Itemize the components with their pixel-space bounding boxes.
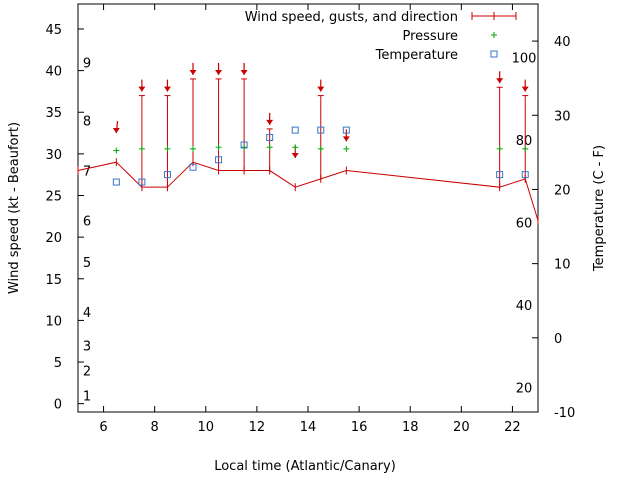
temperature-point bbox=[496, 171, 504, 179]
y2-tick-label: 20 bbox=[554, 183, 571, 198]
temperature-point bbox=[215, 156, 223, 164]
y-tick-label: 45 bbox=[45, 23, 62, 38]
y2-tick-label: 10 bbox=[554, 258, 571, 273]
pressure-point bbox=[190, 145, 196, 152]
temperature-point bbox=[342, 126, 350, 134]
wind-direction-arrowhead bbox=[266, 119, 274, 125]
beaufort-label: 1 bbox=[83, 389, 91, 404]
temperature-point bbox=[317, 126, 325, 134]
fahrenheit-label: 20 bbox=[516, 381, 533, 396]
pressure-point bbox=[138, 145, 145, 152]
y-axis-label: Wind speed (kt - Beaufort) bbox=[7, 122, 22, 294]
x-tick-label: 18 bbox=[402, 420, 419, 435]
x-tick-label: 22 bbox=[504, 420, 521, 435]
y-tick-label: 30 bbox=[45, 148, 62, 163]
series-layer bbox=[77, 62, 539, 225]
legend-swatch-pressure bbox=[491, 32, 497, 38]
legend-swatch-temperature bbox=[490, 50, 498, 58]
temperature-point bbox=[291, 126, 299, 134]
beaufort-label: 9 bbox=[83, 56, 91, 71]
wind-direction-arrowhead bbox=[342, 136, 350, 142]
x-tick-label: 16 bbox=[351, 420, 368, 435]
wind-direction-arrowhead bbox=[317, 86, 325, 92]
x-tick-label: 12 bbox=[249, 420, 266, 435]
pressure-point bbox=[164, 145, 171, 152]
fahrenheit-label: 100 bbox=[512, 52, 537, 67]
y-tick-label: 35 bbox=[45, 106, 62, 121]
pressure-point bbox=[241, 144, 248, 151]
temperature-point bbox=[521, 171, 529, 179]
legend-label-pressure: Pressure bbox=[402, 29, 458, 44]
temperature-point bbox=[266, 134, 274, 142]
fahrenheit-label: 40 bbox=[516, 299, 533, 314]
wind-direction-arrowhead bbox=[240, 69, 248, 75]
beaufort-label: 2 bbox=[83, 364, 91, 379]
legend: Wind speed, gusts, and direction Pressure… bbox=[245, 10, 517, 63]
pressure-point bbox=[343, 145, 350, 152]
wind-direction-arrowhead bbox=[291, 153, 299, 159]
beaufort-label: 4 bbox=[83, 306, 91, 321]
y2-tick-label: 40 bbox=[554, 35, 571, 50]
pressure-point bbox=[317, 145, 324, 152]
pressure-point bbox=[496, 145, 503, 152]
y2-axis-label: Temperature (C - F) bbox=[592, 145, 607, 272]
wind-speed-line bbox=[77, 161, 539, 221]
pressure-point bbox=[522, 145, 529, 152]
x-tick-label: 20 bbox=[453, 420, 470, 435]
beaufort-label: 6 bbox=[83, 214, 91, 229]
wind-direction-arrowhead bbox=[112, 128, 120, 134]
temperature-point bbox=[163, 171, 171, 179]
y-tick-label: 5 bbox=[54, 356, 62, 371]
x-tick-label: 14 bbox=[300, 420, 317, 435]
plot-frame bbox=[77, 3, 539, 413]
y-tick-label: 20 bbox=[45, 231, 62, 246]
temperature-point bbox=[112, 178, 120, 186]
legend-label-wind: Wind speed, gusts, and direction bbox=[245, 10, 458, 25]
y2-tick-label: 30 bbox=[554, 109, 571, 124]
y-tick-label: 25 bbox=[45, 190, 62, 205]
y2-tick-label: -10 bbox=[554, 406, 575, 421]
y-tick-label: 0 bbox=[54, 398, 62, 413]
pressure-point bbox=[292, 144, 299, 151]
y-tick-label: 40 bbox=[45, 65, 62, 80]
x-tick-label: 10 bbox=[198, 420, 215, 435]
wind-direction-arrowhead bbox=[138, 86, 146, 92]
y-tick-label: 15 bbox=[45, 273, 62, 288]
wind-direction-arrowhead bbox=[521, 86, 529, 92]
x-axis-label: Local time (Atlantic/Canary) bbox=[214, 459, 396, 474]
wind-direction-arrowhead bbox=[215, 69, 223, 75]
temperature-point bbox=[189, 163, 197, 171]
axis-ticks: 6 8 10 12 14 16 18 20 22051015202530354045-10010… bbox=[45, 4, 575, 435]
fahrenheit-label: 80 bbox=[516, 134, 533, 149]
beaufort-label: 7 bbox=[83, 165, 91, 180]
y-tick-label: 10 bbox=[45, 314, 62, 329]
beaufort-label: 8 bbox=[83, 115, 91, 130]
temperature-point bbox=[138, 178, 146, 186]
wind-direction-arrowhead bbox=[163, 86, 171, 92]
wind-direction-arrowhead bbox=[496, 78, 504, 84]
y2-tick-label: 0 bbox=[554, 332, 562, 347]
beaufort-label: 5 bbox=[83, 256, 91, 271]
fahrenheit-label: 60 bbox=[516, 216, 533, 231]
pressure-point bbox=[266, 144, 273, 151]
pressure-point bbox=[113, 147, 120, 154]
legend-label-temperature: Temperature bbox=[375, 48, 458, 63]
temperature-point bbox=[240, 141, 248, 149]
pressure-point bbox=[215, 144, 222, 151]
wind-direction-arrowhead bbox=[189, 69, 197, 75]
beaufort-label: 3 bbox=[83, 339, 91, 354]
x-tick-label: 8 bbox=[151, 420, 159, 435]
x-tick-label: 6 bbox=[99, 420, 107, 435]
